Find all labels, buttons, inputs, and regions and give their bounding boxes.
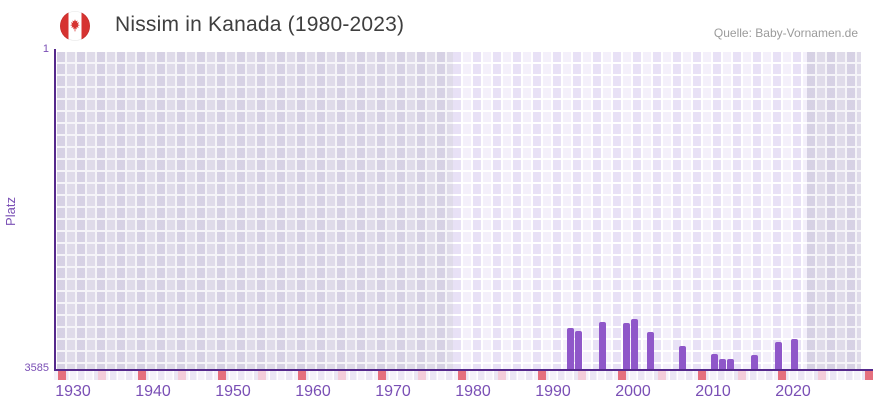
strip-mark-dark-2018 [778, 371, 786, 380]
strip-mark-light-1973 [418, 371, 426, 380]
strip-mark-light-1943 [178, 371, 186, 380]
strip-mark-dark-1988 [538, 371, 546, 380]
bar-2000[interactable] [631, 319, 638, 370]
strip-mark-light-1993 [578, 371, 586, 380]
x-tick-1930: 1930 [55, 383, 91, 400]
bar-2006[interactable] [679, 345, 686, 370]
x-tick-1940: 1940 [135, 383, 171, 400]
strip-mark-light-1983 [498, 371, 506, 380]
bar-2018[interactable] [775, 341, 782, 370]
y-axis-title: Platz [2, 196, 18, 226]
strip-mark-light-2023 [818, 371, 826, 380]
strip-mark-dark-1998 [618, 371, 626, 380]
background-band-data-period [453, 52, 807, 370]
bar-2015[interactable] [751, 354, 758, 370]
x-tick-1980: 1980 [455, 383, 491, 400]
bar-1993[interactable] [575, 330, 582, 370]
strip-mark-light-2013 [738, 371, 746, 380]
y-tick-max: 3585 [24, 362, 49, 374]
background-band-pre-data [57, 52, 453, 370]
bar-1999[interactable] [623, 322, 630, 370]
bar-2011[interactable] [719, 359, 726, 370]
x-axis-tick-strip [54, 371, 873, 380]
strip-mark-dark-1938 [138, 371, 146, 380]
strip-mark-dark-1978 [458, 371, 466, 380]
strip-mark-dark-1928 [58, 371, 66, 380]
bar-1992[interactable] [567, 327, 574, 370]
x-tick-1990: 1990 [535, 383, 571, 400]
plot-area [57, 52, 861, 370]
source-credit: Quelle: Baby-Vornamen.de [713, 26, 858, 40]
canada-flag-icon [60, 11, 90, 41]
x-tick-2000: 2000 [615, 383, 651, 400]
bar-2020[interactable] [791, 339, 798, 370]
x-tick-1960: 1960 [295, 383, 331, 400]
y-axis-line [54, 49, 56, 371]
strip-mark-light-1953 [258, 371, 266, 380]
chart-title: Nissim in Kanada (1980-2023) [115, 13, 405, 36]
bar-2010[interactable] [711, 354, 718, 370]
bar-1996[interactable] [599, 321, 606, 370]
x-axis-line [54, 369, 873, 371]
x-tick-1970: 1970 [375, 383, 411, 400]
strip-mark-dark-2008 [698, 371, 706, 380]
background-band-post-data [807, 52, 861, 370]
strip-mark-light-1963 [338, 371, 346, 380]
x-tick-2010: 2010 [695, 383, 731, 400]
strip-mark-dark-1948 [218, 371, 226, 380]
x-tick-2020: 2020 [775, 383, 811, 400]
strip-mark-dark-1968 [378, 371, 386, 380]
strip-mark-light-1933 [98, 371, 106, 380]
strip-mark-dark-1958 [298, 371, 306, 380]
bar-2012[interactable] [727, 359, 734, 370]
strip-mark-dark-2029 [865, 371, 873, 380]
y-tick-min: 1 [42, 43, 49, 55]
bar-2002[interactable] [647, 332, 654, 370]
strip-mark-light-2003 [658, 371, 666, 380]
x-tick-1950: 1950 [215, 383, 251, 400]
